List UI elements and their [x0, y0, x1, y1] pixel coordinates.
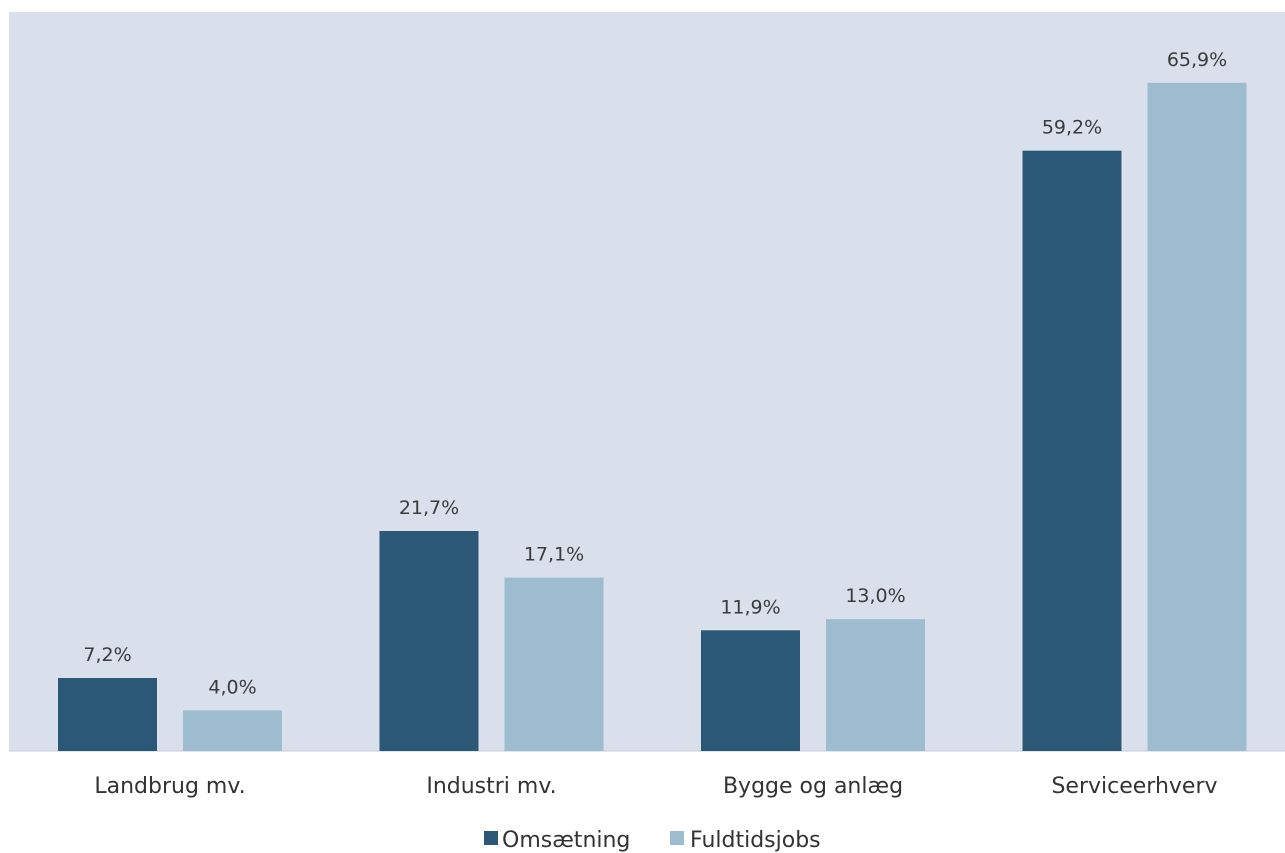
bar-omsaetning-1: [379, 531, 479, 751]
category-labels-group: Landbrug mv. Industri mv. Bygge og anlæg Se…: [94, 774, 1217, 799]
category-label-2: Bygge og anlæg: [723, 774, 903, 799]
legend-label-1: Fuldtidsjobs: [690, 828, 821, 853]
value-label-0-2: 11,9%: [720, 596, 780, 618]
legend: Omsætning Fuldtidsjobs: [484, 828, 821, 853]
value-label-0-0: 7,2%: [83, 644, 131, 666]
bar-omsaetning-3: [1022, 150, 1122, 751]
legend-swatch-1: [670, 831, 684, 845]
category-label-0: Landbrug mv.: [94, 774, 245, 799]
bars-group: [58, 82, 1247, 752]
legend-label-0: Omsætning: [502, 828, 630, 853]
bar-fuldtidsjobs-3: [1147, 82, 1247, 752]
value-label-0-3: 59,2%: [1042, 117, 1102, 139]
category-label-3: Serviceerhverv: [1051, 774, 1217, 799]
value-labels-group: 7,2% 4,0% 21,7% 17,1% 11,9% 13,0% 59,2% 65,9%: [83, 49, 1227, 699]
legend-swatch-0: [484, 831, 498, 845]
value-label-1-2: 13,0%: [845, 585, 905, 607]
category-label-1: Industri mv.: [426, 774, 556, 799]
bar-omsaetning-0: [58, 678, 157, 751]
value-label-0-1: 21,7%: [399, 497, 459, 519]
value-label-1-0: 4,0%: [208, 676, 256, 698]
bar-fuldtidsjobs-0: [183, 710, 282, 751]
bar-fuldtidsjobs-1: [504, 577, 604, 751]
bar-fuldtidsjobs-2: [826, 619, 925, 751]
bar-omsaetning-2: [701, 630, 800, 751]
value-label-1-3: 65,9%: [1167, 49, 1227, 71]
value-label-1-1: 17,1%: [524, 544, 584, 566]
